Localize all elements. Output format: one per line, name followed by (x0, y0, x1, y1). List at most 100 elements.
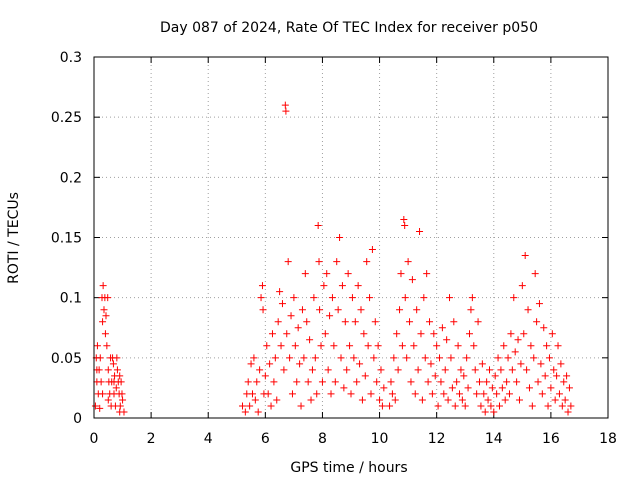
data-point (347, 390, 355, 398)
data-point (520, 330, 528, 338)
data-point (443, 336, 451, 344)
data-point (267, 402, 275, 410)
data-point (307, 396, 315, 404)
data-point (294, 324, 302, 332)
data-point (398, 342, 406, 350)
data-point (533, 318, 541, 326)
data-point (248, 390, 256, 398)
data-point (374, 342, 382, 350)
data-point (554, 342, 562, 350)
data-point (99, 390, 107, 398)
data-point (276, 288, 284, 296)
data-point (471, 366, 479, 374)
data-point (367, 390, 375, 398)
data-point (321, 330, 329, 338)
data-point (286, 354, 294, 362)
data-point (541, 372, 549, 380)
data-point (266, 360, 274, 368)
data-point (418, 396, 426, 404)
data-point (454, 342, 462, 350)
data-point (508, 366, 516, 374)
data-point (474, 318, 482, 326)
data-point (116, 372, 124, 380)
data-point (314, 221, 322, 229)
data-point (376, 396, 384, 404)
data-point (356, 360, 364, 368)
data-point (331, 378, 339, 386)
data-point (504, 354, 512, 362)
data-point (407, 378, 415, 386)
data-point (361, 372, 369, 380)
data-point (470, 342, 478, 350)
data-point (301, 270, 309, 278)
data-point (298, 306, 306, 314)
data-point (495, 402, 503, 410)
data-point (323, 270, 331, 278)
y-tick-label: 0.05 (51, 351, 82, 367)
data-point (310, 294, 318, 302)
data-point (103, 342, 111, 350)
data-point (241, 408, 249, 416)
data-point (466, 330, 474, 338)
data-point (565, 384, 573, 392)
data-point (293, 378, 301, 386)
data-point (521, 252, 529, 260)
data-point (257, 294, 265, 302)
data-point (315, 258, 323, 266)
data-point (287, 312, 295, 320)
data-point (330, 342, 338, 350)
data-point (358, 396, 366, 404)
data-point (278, 300, 286, 308)
data-point (109, 360, 117, 368)
data-point (96, 404, 104, 412)
x-tick-label: 16 (542, 431, 560, 447)
data-point (113, 354, 121, 362)
data-point (354, 282, 362, 290)
data-point (493, 390, 501, 398)
data-point (550, 366, 558, 374)
data-point (254, 408, 262, 416)
data-point (387, 378, 395, 386)
plot-frame (93, 56, 609, 419)
data-point (336, 234, 344, 241)
ticks: 0 2 4 6 8 10 12 14 16 18 0 0.05 0.1 0.15 0.2 0.25 0.3 (51, 50, 617, 447)
data-point (380, 384, 388, 392)
data-point (437, 378, 445, 386)
data-point (523, 366, 531, 374)
data-point (438, 324, 446, 332)
data-point (290, 294, 298, 302)
data-point (282, 107, 290, 115)
data-point (544, 402, 552, 410)
data-point (327, 390, 335, 398)
data-point (320, 282, 328, 290)
data-point (357, 306, 365, 314)
data-point (411, 390, 419, 398)
data-point (91, 402, 99, 410)
data-point (112, 384, 120, 392)
data-point (447, 354, 455, 362)
data-point (353, 378, 361, 386)
x-tick-label: 12 (428, 431, 446, 447)
data-point (563, 372, 571, 380)
data-point (317, 342, 325, 350)
data-point (505, 390, 513, 398)
x-tick-label: 0 (90, 431, 99, 447)
chart-title: Day 087 of 2024, Rate Of TEC Index for r… (160, 20, 538, 36)
data-point (393, 330, 401, 338)
data-point (280, 366, 288, 374)
data-point (388, 390, 396, 398)
data-point (300, 354, 308, 362)
data-point (100, 306, 108, 314)
x-tick-label: 10 (371, 431, 389, 447)
data-point (246, 402, 254, 410)
data-point (303, 318, 311, 326)
data-point (104, 396, 112, 404)
data-point (318, 378, 326, 386)
data-point (428, 390, 436, 398)
data-point (250, 354, 258, 362)
data-point (343, 366, 351, 374)
data-point (313, 390, 321, 398)
data-point (458, 396, 466, 404)
data-point (377, 366, 385, 374)
